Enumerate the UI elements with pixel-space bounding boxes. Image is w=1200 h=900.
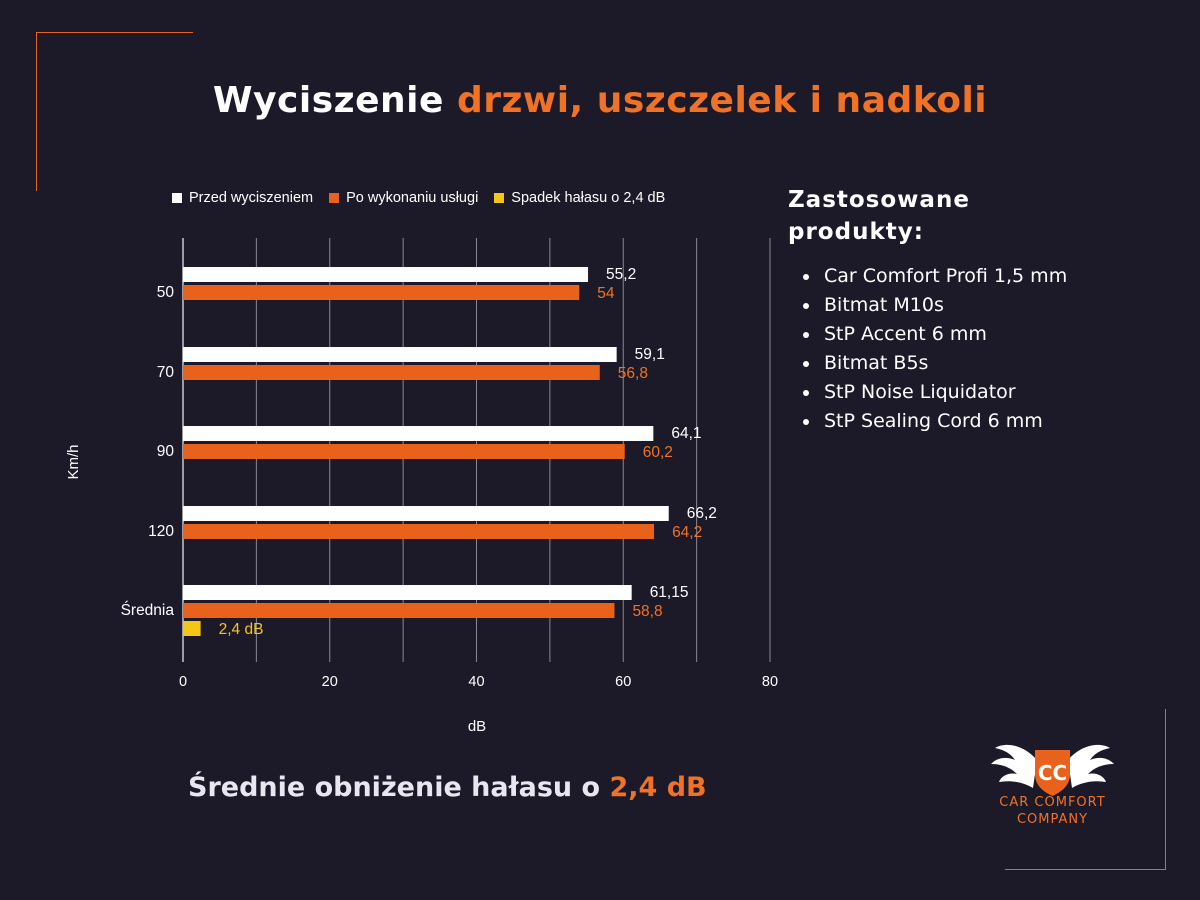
bar [183, 426, 654, 441]
product-item: Bitmat M10s [800, 291, 1067, 320]
logo-line-1: CAR COMFORT [999, 795, 1106, 810]
bar [183, 365, 600, 380]
bar [183, 267, 589, 282]
legend-swatch-before [172, 193, 182, 203]
x-tick-label: 80 [762, 674, 778, 690]
x-tick-label: 20 [322, 674, 338, 690]
product-item: StP Accent 6 mm [800, 320, 1067, 349]
products-list: Car Comfort Profi 1,5 mm Bitmat M10s StP… [800, 262, 1067, 436]
x-tick-label: 60 [615, 674, 631, 690]
product-item: Bitmat B5s [800, 349, 1067, 378]
legend-label-before: Przed wyciszeniem [189, 190, 314, 206]
y-tick-label: 90 [157, 443, 175, 460]
bar [183, 506, 669, 521]
summary-label: Średnie obniżenie hałasu o [188, 772, 601, 803]
y-axis-label: Km/h [65, 444, 82, 479]
product-item: StP Noise Liquidator [800, 378, 1067, 407]
bar [183, 585, 632, 600]
data-label: 56,8 [618, 365, 648, 382]
y-tick-label: 70 [157, 364, 175, 381]
data-label: 55,2 [606, 266, 636, 283]
product-item: Car Comfort Profi 1,5 mm [800, 262, 1067, 291]
y-tick-label: Średnia [121, 601, 175, 619]
x-tick-label: 40 [468, 674, 484, 690]
decorative-corner-bottom-right [1005, 709, 1166, 870]
data-label: 66,2 [687, 505, 717, 522]
data-label: 59,1 [635, 346, 665, 363]
svg-text:CC: CC [1038, 761, 1067, 785]
data-label: 54 [597, 285, 615, 302]
products-title: Zastosowane produkty: [788, 187, 970, 245]
title-highlight: drzwi, uszczelek i nadkoli [456, 80, 988, 121]
legend-swatch-after [329, 193, 340, 203]
x-tick-label: 0 [179, 674, 187, 690]
bar [183, 444, 625, 459]
shield-icon: CC [1035, 750, 1070, 796]
y-tick-label: 50 [157, 284, 175, 301]
data-label: 2,4 dB [219, 621, 264, 638]
wing-left-icon [991, 744, 1037, 788]
bar [183, 347, 617, 362]
data-label: 60,2 [643, 444, 673, 461]
title-main: Wyciszenie [212, 80, 444, 121]
legend-item-drop: Spadek hałasu o 2,4 dB [494, 190, 665, 206]
summary-text: Średnie obniżenie hałasu o 2,4 dB [188, 772, 707, 803]
legend-label-after: Po wykonaniu usługi [346, 190, 479, 206]
x-axis-label: dB [468, 718, 486, 735]
y-tick-label: 120 [148, 523, 174, 540]
legend-swatch-drop [494, 193, 505, 203]
legend-label-drop: Spadek hałasu o 2,4 dB [511, 190, 666, 206]
bar [183, 524, 655, 539]
bar [183, 285, 580, 300]
legend-item-after: Po wykonaniu usługi [329, 190, 478, 206]
decorative-corner-top-left [36, 32, 193, 191]
bar-chart: 0 20 40 60 80 dB Km/h 50 55,2 54 70 59,1 56,8 90 64,1 6… [65, 238, 778, 735]
page-title: Wyciszenie drzwi, uszczelek i nadkoli [0, 80, 1200, 121]
bar [183, 621, 201, 636]
chart-legend: Przed wyciszeniem Po wykonaniu usługi Sp… [172, 190, 665, 206]
data-label: 61,15 [650, 584, 689, 601]
data-label: 64,1 [671, 425, 701, 442]
summary-value: 2,4 dB [609, 772, 707, 803]
data-label: 58,8 [632, 603, 662, 620]
logo-text: CAR COMFORT COMPANY [965, 794, 1140, 828]
wing-right-icon [1068, 744, 1114, 788]
logo-line-2: COMPANY [1016, 812, 1089, 827]
legend-item-before: Przed wyciszeniem [172, 190, 313, 206]
company-logo: CC [991, 744, 1114, 796]
data-label: 64,2 [672, 524, 702, 541]
bar [183, 603, 615, 618]
product-item: StP Sealing Cord 6 mm [800, 407, 1067, 436]
